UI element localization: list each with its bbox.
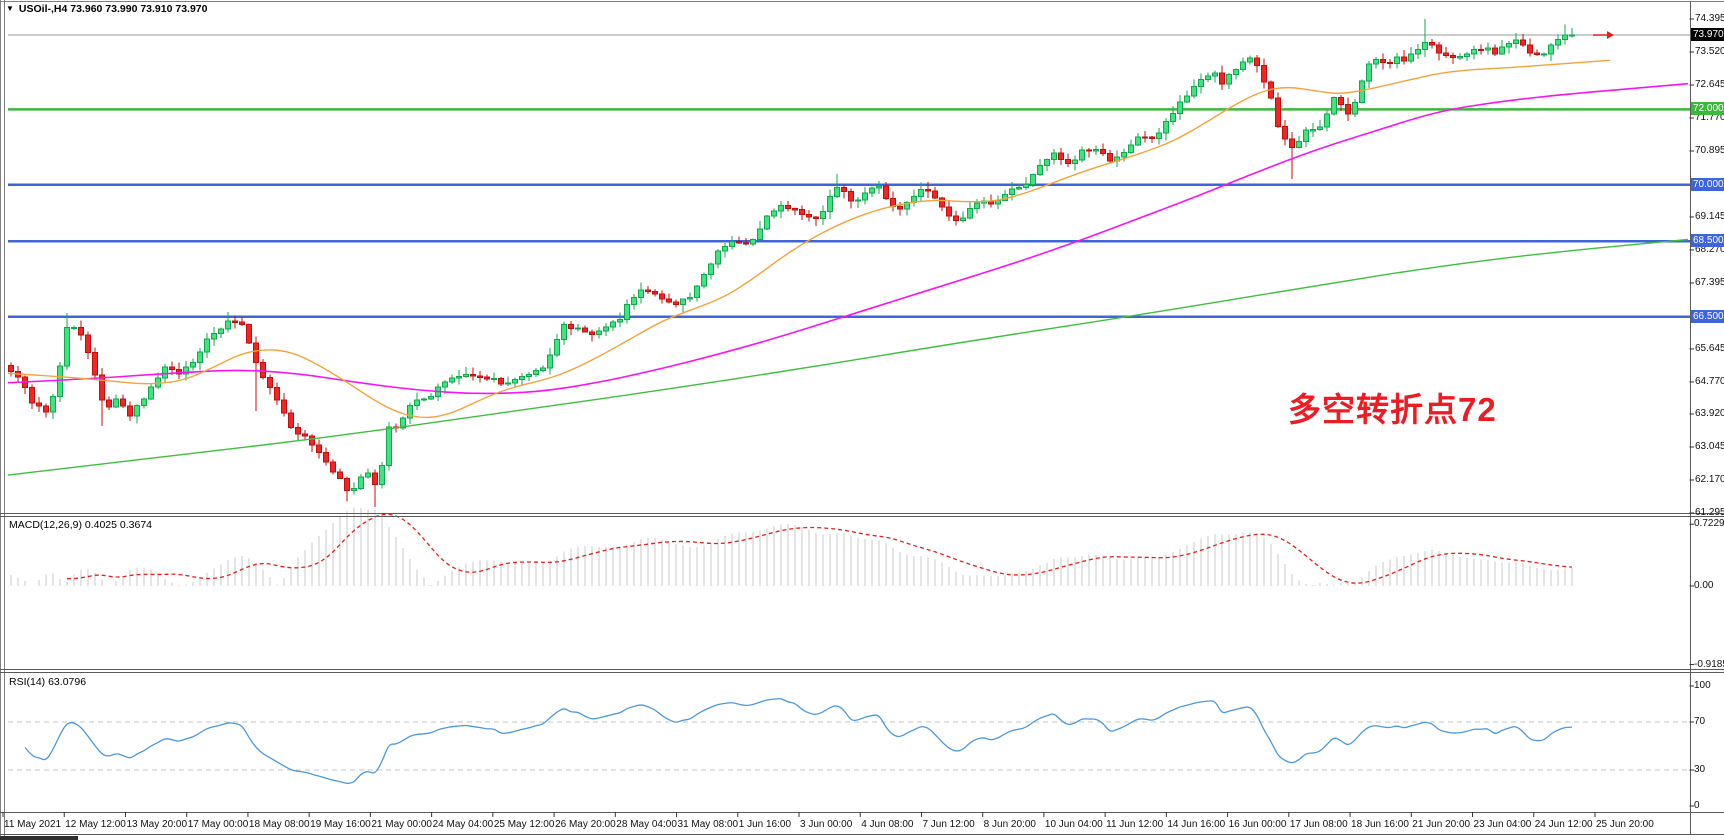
time-axis-label: 3 Jun 00:00 [799, 819, 853, 830]
time-axis-label: 17 Jun 08:00 [1289, 819, 1348, 830]
price-tick-label: 72.645 [1695, 78, 1724, 90]
chevron-down-icon[interactable]: ▼ [6, 4, 14, 13]
time-axis-label: 31 May 08:00 [677, 819, 739, 830]
symbol-ohlc-label: USOil-,H4 73.960 73.990 73.910 73.970 [18, 3, 208, 15]
rsi-indicator-pane[interactable] [8, 673, 1690, 812]
level-price-badge: 66.500 [1691, 309, 1724, 323]
price-tick-label: 67.395 [1695, 276, 1724, 288]
time-axis-label: 24 May 04:00 [432, 819, 494, 830]
main-chart-pane[interactable] [8, 2, 1690, 513]
time-axis-label: 26 May 20:00 [555, 819, 616, 830]
time-axis-label: 12 May 12:00 [65, 819, 126, 830]
time-axis-label: 18 Jun 16:00 [1351, 819, 1409, 830]
price-tick-label: 73.520 [1695, 45, 1724, 57]
time-axis-label: 14 Jun 16:00 [1167, 819, 1226, 830]
time-axis-label: 18 May 08:00 [248, 819, 310, 830]
rsi-label: RSI(14) 63.0796 [9, 676, 87, 688]
level-price-badge: 70.000 [1691, 177, 1724, 191]
time-axis-label: 17 May 00:00 [187, 819, 249, 830]
time-axis-label: 7 Jun 12:00 [922, 819, 975, 830]
macd-label: MACD(12,26,9) 0.4025 0.3674 [9, 519, 153, 531]
turning-point-annotation: 多空转折点72 [1288, 391, 1497, 428]
rsi-axis-label: 70 [1694, 716, 1706, 727]
macd-axis-label: -0.9185 [1694, 658, 1724, 670]
time-axis-label: 23 Jun 04:00 [1473, 819, 1532, 830]
time-axis-label: 1 Jun 16:00 [738, 819, 792, 830]
price-tick-label: 62.170 [1695, 474, 1724, 485]
price-tick-label: 74.395 [1695, 12, 1724, 24]
macd-indicator-pane[interactable] [8, 517, 1690, 669]
price-tick-label: 64.770 [1695, 375, 1724, 387]
macd-axis-label: 0.00 [1694, 580, 1714, 591]
price-tick-label: 61.295 [1695, 507, 1724, 518]
time-axis-label: 19 May 16:00 [310, 819, 371, 830]
time-axis-label: 21 Jun 20:00 [1412, 819, 1471, 830]
time-axis-label: 8 Jun 20:00 [983, 819, 1036, 830]
time-axis-label: 4 Jun 08:00 [861, 819, 914, 830]
time-axis-label: 25 May 12:00 [493, 819, 555, 830]
current-price-badge: 73.970 [1691, 28, 1724, 42]
time-axis-label: 10 Jun 04:00 [1044, 819, 1103, 830]
time-axis-label: 16 Jun 00:00 [1228, 819, 1287, 830]
rsi-axis-label: 0 [1694, 800, 1700, 811]
window-bottom-strip [0, 836, 78, 840]
price-tick-label: 65.645 [1695, 342, 1724, 354]
chart-title: ▼ USOil-,H4 73.960 73.990 73.910 73.970 [6, 3, 207, 15]
time-axis-label: 11 Jun 12:00 [1106, 819, 1164, 830]
price-tick-label: 63.045 [1695, 441, 1724, 452]
time-axis-label: 28 May 04:00 [616, 819, 677, 830]
time-axis-label: 21 May 00:00 [371, 819, 432, 830]
price-tick-label: 68.270 [1695, 243, 1724, 255]
rsi-axis-label: 100 [1694, 680, 1711, 691]
rsi-axis-label: 30 [1694, 764, 1706, 775]
price-tick-label: 63.920 [1695, 408, 1724, 419]
time-axis-label: 11 May 2021 [4, 819, 62, 830]
time-axis-label: 13 May 20:00 [126, 819, 188, 830]
price-tick-label: 71.770 [1695, 111, 1724, 123]
price-tick-label: 70.895 [1695, 144, 1724, 156]
time-axis-label: 24 Jun 12:00 [1534, 819, 1593, 830]
price-tick-label: 69.145 [1695, 210, 1724, 222]
macd-axis-label: 0.7229 [1694, 518, 1724, 530]
level-price-badge: 72.000 [1691, 102, 1724, 116]
time-axis-label: 25 Jun 20:00 [1595, 819, 1654, 830]
level-price-badge: 68.500 [1691, 234, 1724, 248]
